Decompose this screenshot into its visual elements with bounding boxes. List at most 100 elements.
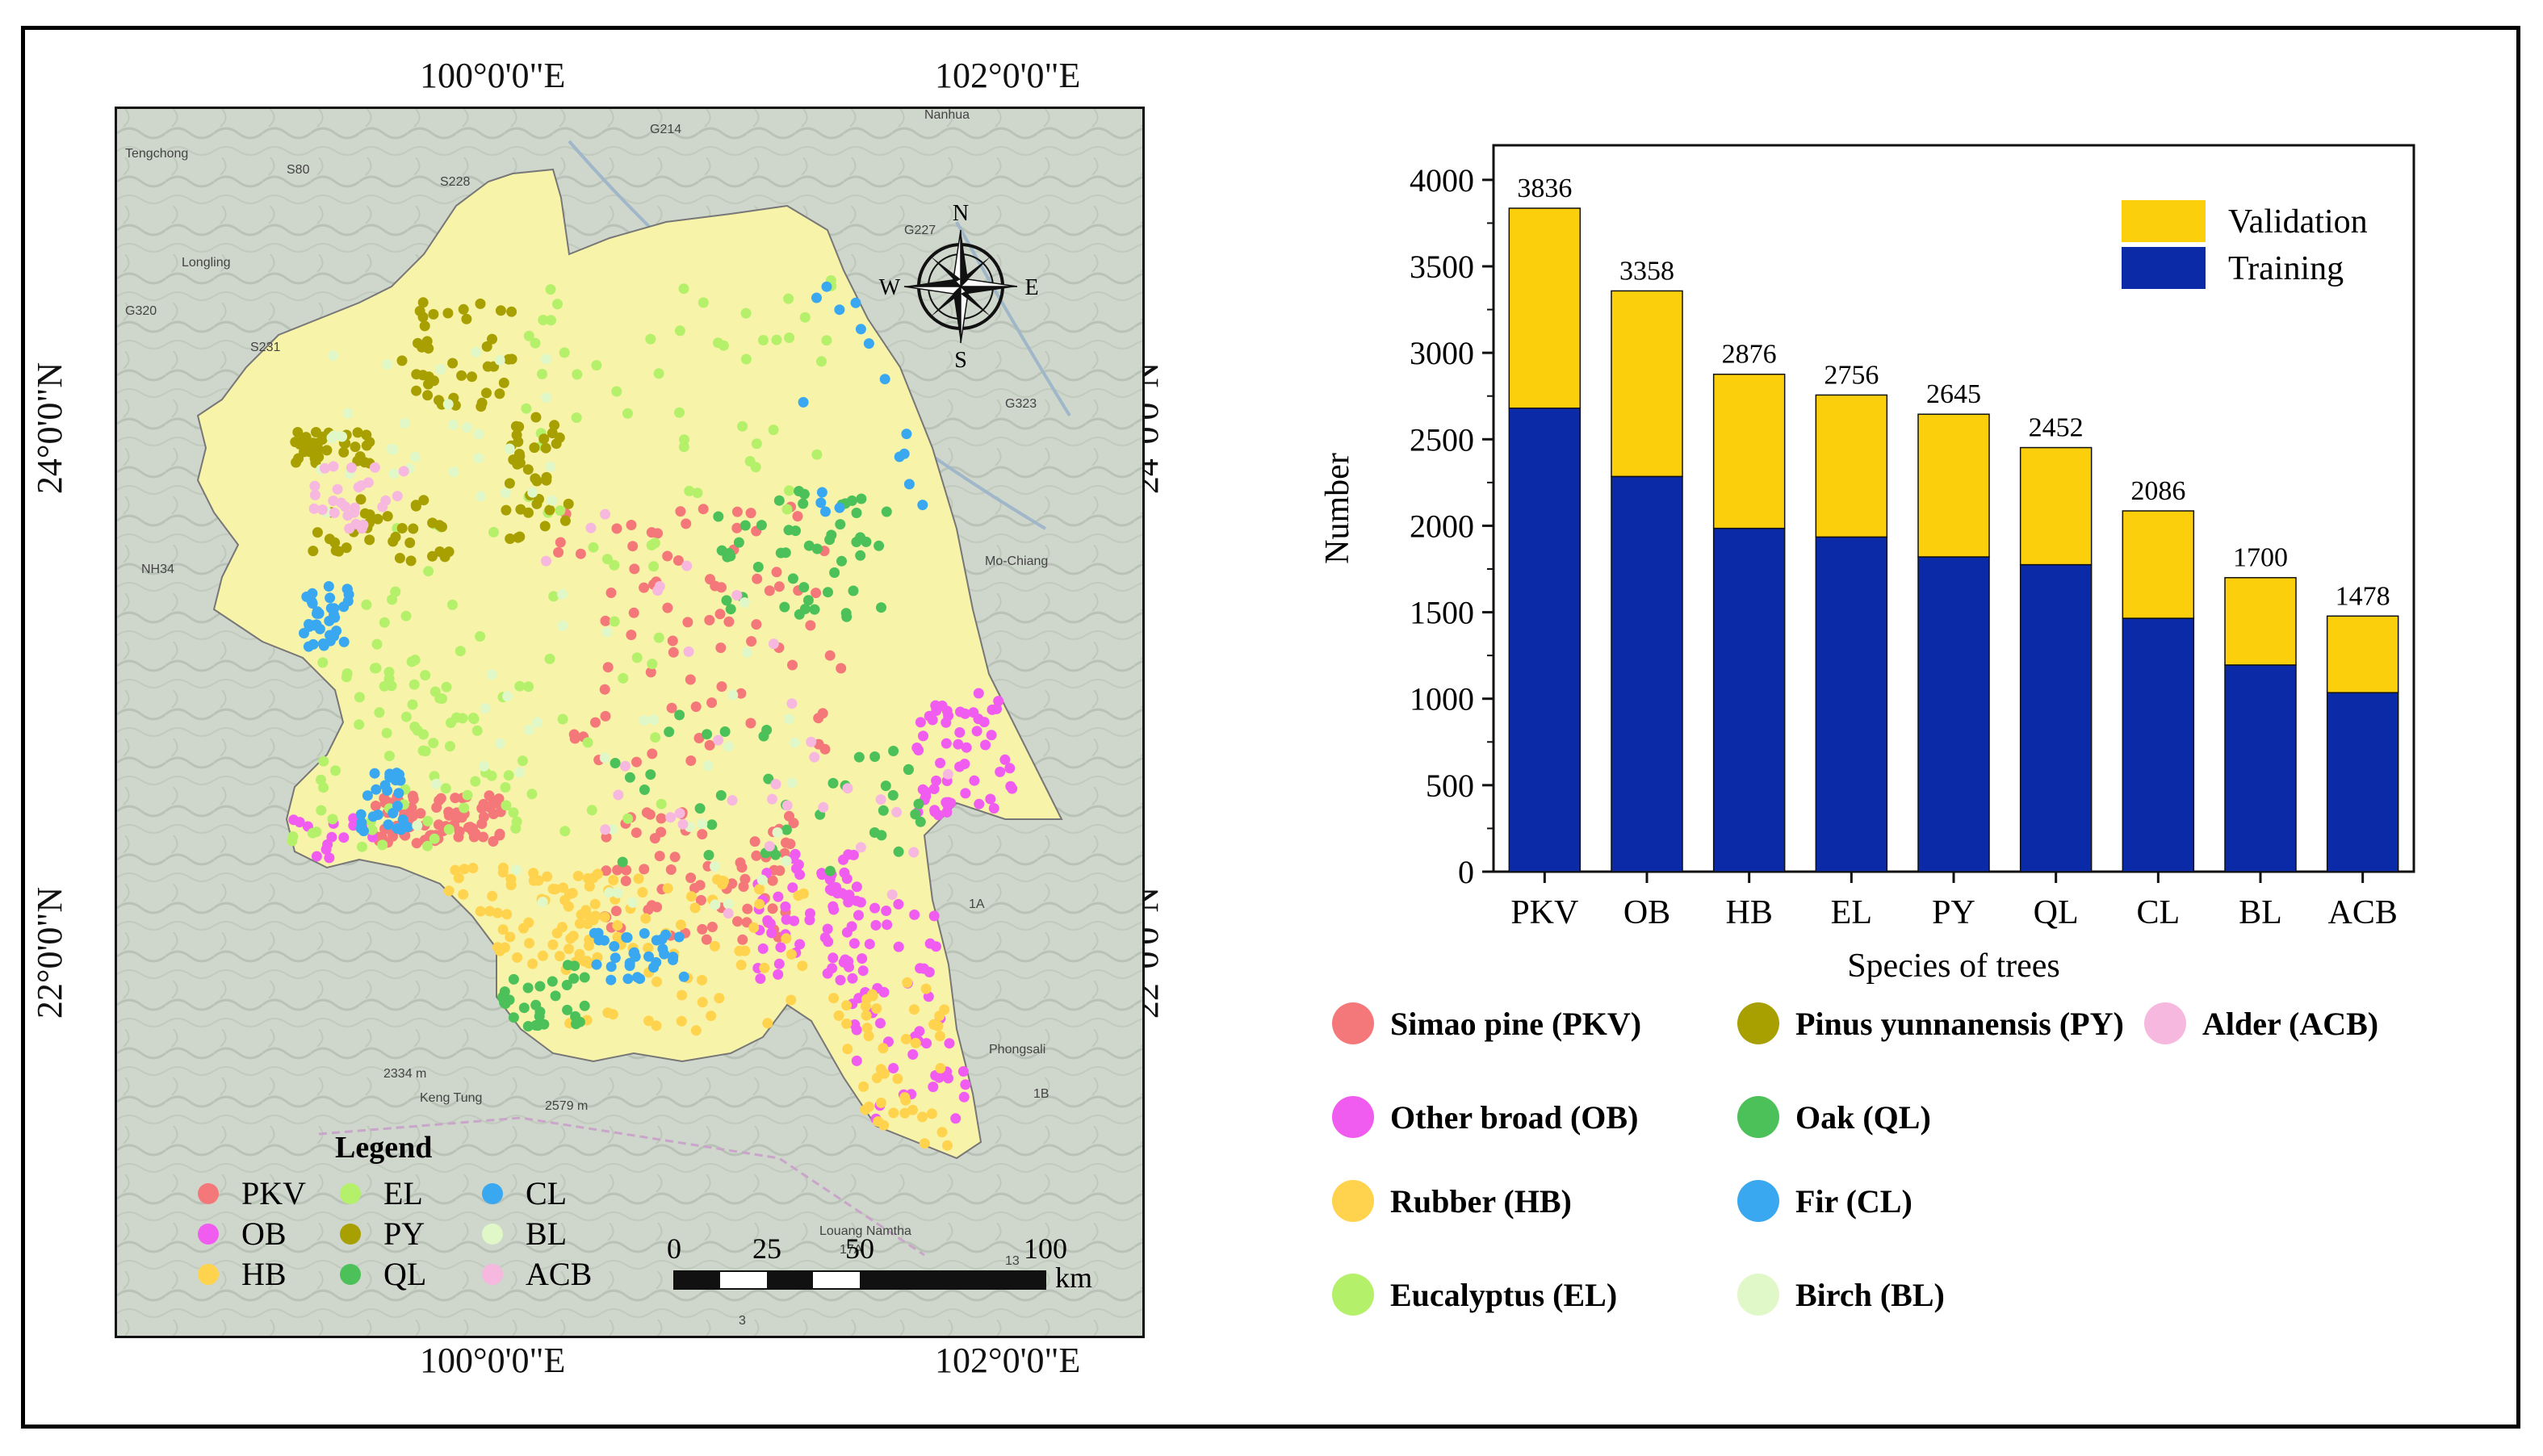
sample-point: [559, 894, 571, 906]
sample-point: [408, 679, 420, 690]
species-marker-icon: [1332, 1274, 1374, 1316]
sample-point: [396, 355, 408, 366]
sample-point: [565, 933, 576, 944]
sample-point: [713, 511, 724, 522]
sample-point: [798, 888, 809, 899]
x-tick-label: PY: [1932, 894, 1975, 931]
sample-point: [792, 511, 803, 522]
sample-point: [917, 500, 928, 511]
sample-point: [456, 370, 467, 381]
sample-point: [954, 727, 966, 738]
y-tick-label: 0: [1458, 854, 1474, 890]
sample-point: [644, 809, 656, 820]
sample-point: [377, 839, 388, 851]
sample-point: [882, 919, 893, 931]
sample-point: [836, 555, 847, 567]
sample-point: [484, 906, 496, 917]
sample-point: [861, 1023, 873, 1034]
sample-point: [362, 790, 373, 801]
sample-point: [545, 284, 556, 295]
sample-point: [656, 813, 667, 824]
sample-point: [784, 333, 795, 343]
sample-point: [786, 948, 797, 960]
species-marker-icon: [1332, 1096, 1374, 1138]
sample-point: [751, 619, 762, 630]
sample-point: [320, 844, 332, 855]
place-label: 2579 m: [545, 1099, 588, 1113]
sample-point: [505, 931, 516, 943]
sample-point: [522, 464, 534, 475]
sample-point: [599, 684, 610, 695]
sample-point: [420, 670, 431, 681]
sample-point: [372, 810, 383, 820]
sample-point: [514, 767, 526, 778]
sample-point: [1005, 780, 1016, 792]
species-legend-item: Pinus yunnanensis (PY): [1737, 1002, 2124, 1044]
sample-point: [861, 536, 872, 547]
sample-point: [811, 588, 822, 599]
sample-point: [665, 812, 677, 823]
place-label: S80: [287, 163, 310, 177]
sample-point: [358, 826, 369, 837]
sample-point: [609, 941, 620, 952]
sample-point: [512, 952, 523, 963]
sample-point: [311, 851, 322, 862]
sample-point: [920, 983, 932, 994]
sample-point: [518, 1002, 530, 1014]
sample-point: [390, 531, 401, 542]
sample-point: [412, 725, 423, 736]
sample-point: [308, 503, 320, 514]
sample-point: [694, 880, 706, 891]
sample-point: [530, 473, 541, 484]
sample-point: [827, 952, 839, 964]
sample-point: [787, 659, 798, 671]
sample-point: [834, 304, 845, 316]
sample-point: [690, 701, 702, 713]
sample-point: [559, 826, 571, 837]
legend-swatch-training: [2122, 247, 2206, 289]
map-legend-label: HB: [241, 1256, 287, 1292]
sample-point: [528, 868, 539, 879]
bar-chart: 0 500 1000 1500 2000 2500 3000 3500 4000 3836 PKV 3…: [1319, 144, 2415, 985]
map-legend-item: PY: [340, 1215, 425, 1253]
sample-point: [941, 738, 952, 749]
sample-point: [737, 420, 748, 432]
species-legend-label: Birch (BL): [1795, 1276, 1945, 1313]
sample-point: [408, 793, 419, 805]
sample-point: [888, 746, 899, 756]
scale-tick: 50: [845, 1232, 874, 1265]
species-marker-icon: [1332, 1002, 1374, 1044]
sample-point: [704, 739, 715, 751]
sample-point: [815, 497, 827, 508]
sample-point: [563, 498, 574, 509]
sample-point: [579, 1000, 590, 1011]
sample-point: [522, 1021, 534, 1031]
sample-point: [331, 625, 342, 637]
sample-point: [851, 1055, 862, 1066]
sample-point: [802, 595, 814, 606]
sample-point: [503, 770, 514, 781]
sample-point: [943, 1073, 953, 1084]
y-tick-label: 3500: [1410, 249, 1474, 285]
sample-point: [689, 902, 701, 914]
sample-point: [534, 493, 544, 504]
sample-point: [338, 832, 350, 843]
sample-point: [706, 1010, 717, 1022]
sample-point: [593, 927, 604, 939]
sample-point: [931, 941, 941, 952]
sample-point: [626, 520, 637, 530]
sample-point: [650, 732, 661, 743]
sample-point: [827, 777, 839, 789]
sample-point: [960, 788, 971, 799]
sample-point: [828, 904, 840, 915]
sample-point: [361, 599, 372, 610]
sample-point: [462, 422, 473, 433]
bar-training-hb: [1712, 527, 1786, 872]
map-legend-label: QL: [383, 1256, 427, 1292]
sample-point: [900, 1034, 911, 1044]
sample-point: [407, 699, 418, 710]
sample-point: [943, 710, 954, 722]
sample-point: [526, 789, 538, 800]
sample-point: [955, 706, 966, 718]
sample-point: [338, 446, 350, 458]
